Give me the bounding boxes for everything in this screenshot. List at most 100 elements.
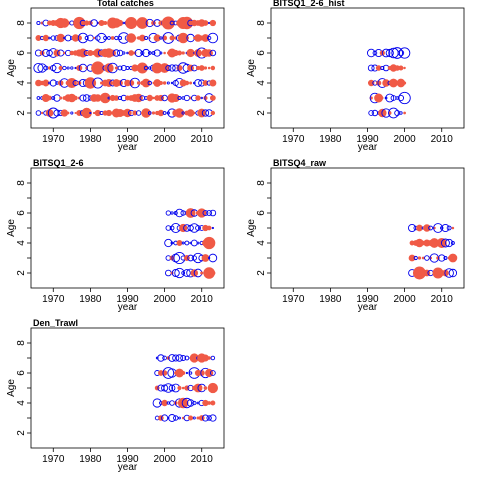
y-tick-label: 4 xyxy=(16,240,27,246)
y-axis-label: Age xyxy=(6,379,17,397)
y-axis-label: Age xyxy=(6,59,17,77)
negative-residual-point xyxy=(157,354,165,362)
negative-residual-point xyxy=(62,65,67,71)
negative-residual-point xyxy=(122,21,126,25)
positive-residual-point xyxy=(53,49,61,57)
y-axis-label: Age xyxy=(246,219,257,237)
negative-residual-point xyxy=(168,384,176,392)
negative-residual-point xyxy=(159,36,163,40)
positive-residual-point xyxy=(198,369,205,377)
y-tick-label: 6 xyxy=(256,50,267,56)
positive-residual-point xyxy=(210,65,216,71)
negative-residual-point xyxy=(103,35,108,41)
negative-residual-point xyxy=(181,397,193,409)
y-tick-label: 4 xyxy=(16,400,27,406)
x-tick-label: 2010 xyxy=(191,294,214,305)
x-tick-label: 1980 xyxy=(319,134,342,145)
negative-residual-point xyxy=(192,416,196,420)
negative-residual-point xyxy=(48,36,51,40)
positive-residual-point xyxy=(403,66,406,70)
positive-residual-point xyxy=(177,50,182,56)
negative-residual-point xyxy=(114,35,119,41)
positive-residual-point xyxy=(184,80,190,86)
positive-residual-point xyxy=(74,111,77,115)
negative-residual-point xyxy=(159,51,163,55)
y-tick-label: 2 xyxy=(16,270,27,276)
positive-residual-point xyxy=(105,109,113,117)
positive-residual-point xyxy=(58,65,63,71)
negative-residual-point xyxy=(202,210,209,216)
positive-residual-point xyxy=(177,397,189,409)
negative-residual-point xyxy=(367,64,375,72)
x-tick-label: 2010 xyxy=(431,294,454,305)
panel-2: BITSQ1_2-6_hist Age year 1970 1980 1990 2000 20… xyxy=(246,0,465,153)
positive-residual-point xyxy=(136,81,141,85)
y-tick-label: 8 xyxy=(16,20,27,26)
x-tick-label: 1980 xyxy=(79,294,102,305)
negative-residual-point xyxy=(43,65,49,71)
positive-residual-point xyxy=(210,110,216,116)
positive-residual-point xyxy=(42,34,50,42)
negative-residual-point xyxy=(206,415,212,421)
y-tick-label: 2 xyxy=(16,110,27,116)
panel-title: BITSQ4_raw xyxy=(273,158,327,168)
negative-residual-point xyxy=(428,225,433,231)
positive-residual-point xyxy=(195,95,201,101)
positive-residual-point xyxy=(66,77,77,89)
positive-residual-point xyxy=(141,78,151,88)
positive-residual-point xyxy=(207,401,212,405)
negative-residual-point xyxy=(206,210,213,216)
negative-residual-point xyxy=(143,65,149,71)
negative-residual-point xyxy=(96,32,107,44)
x-tick-label: 1980 xyxy=(319,294,342,305)
negative-residual-point xyxy=(164,238,173,248)
x-tick-label: 2000 xyxy=(393,134,416,145)
negative-residual-point xyxy=(135,110,142,116)
panel-1: Total catches Age year 1970 1980 1990 2000 2010… xyxy=(6,0,225,153)
positive-residual-point xyxy=(113,95,120,101)
negative-residual-point xyxy=(391,47,404,59)
negative-residual-point xyxy=(168,64,176,72)
negative-residual-point xyxy=(397,94,405,102)
positive-residual-point xyxy=(186,48,195,58)
y-tick-label: 6 xyxy=(16,210,27,216)
positive-residual-point xyxy=(209,95,216,101)
positive-residual-point xyxy=(174,108,185,118)
negative-residual-point xyxy=(116,49,124,57)
negative-residual-point xyxy=(37,63,47,73)
x-tick-label: 1980 xyxy=(79,454,102,465)
y-tick-label: 2 xyxy=(256,110,267,116)
negative-residual-point xyxy=(79,94,87,102)
negative-residual-point xyxy=(162,355,167,361)
negative-residual-point xyxy=(173,415,179,421)
x-tick-label: 1990 xyxy=(116,134,139,145)
positive-residual-point xyxy=(176,240,183,246)
positive-residual-point xyxy=(73,95,78,101)
positive-residual-point xyxy=(188,415,194,421)
negative-residual-point xyxy=(175,354,184,362)
y-tick-label: 2 xyxy=(16,430,27,436)
positive-residual-point xyxy=(381,96,384,100)
negative-residual-point xyxy=(170,81,174,85)
negative-residual-point xyxy=(209,414,217,422)
negative-residual-point xyxy=(440,238,450,248)
y-axis-label: Age xyxy=(6,219,17,237)
positive-residual-point xyxy=(417,256,422,260)
negative-residual-point xyxy=(184,355,190,361)
positive-residual-point xyxy=(104,79,113,87)
positive-residual-point xyxy=(103,21,108,25)
positive-residual-point xyxy=(42,79,50,87)
positive-residual-point xyxy=(60,109,69,117)
negative-residual-point xyxy=(192,400,197,406)
positive-residual-point xyxy=(203,386,208,390)
positive-residual-point xyxy=(146,94,153,102)
positive-residual-point xyxy=(201,34,210,42)
negative-residual-point xyxy=(148,66,152,70)
positive-residual-point xyxy=(193,111,196,115)
positive-residual-point xyxy=(375,80,382,86)
negative-residual-point xyxy=(368,110,375,116)
negative-residual-point xyxy=(394,110,401,116)
positive-residual-point xyxy=(92,111,96,115)
negative-residual-point xyxy=(209,49,217,57)
